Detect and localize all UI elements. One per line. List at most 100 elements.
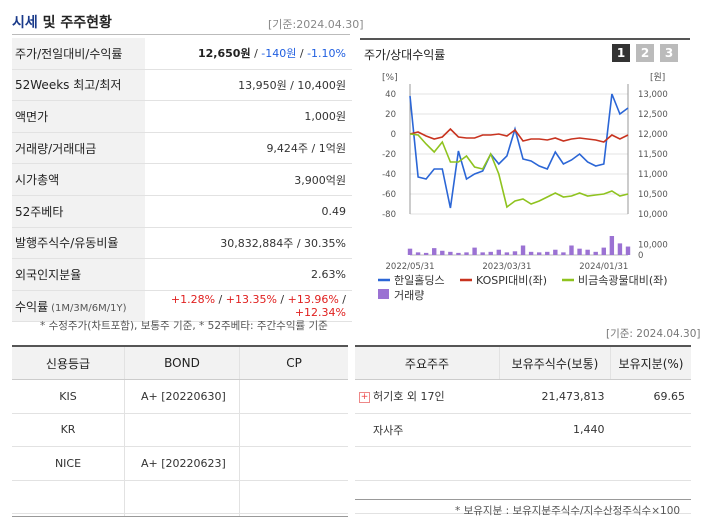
series-line-비금속광물대비(좌) <box>409 133 629 209</box>
header-bond: BOND <box>124 346 240 380</box>
price-value-part: -1.10% <box>307 47 346 61</box>
shareholder-shares: 21,473,813 <box>499 379 611 414</box>
volume-bar <box>585 249 590 255</box>
price-row-value: 13,950원 / 10,400원 <box>145 69 352 102</box>
left-tick-label: -20 <box>382 150 396 160</box>
legend-label: KOSPI대비(좌) <box>476 274 547 287</box>
chart-title: 주가/상대수익률 <box>364 48 446 62</box>
price-value-part: -140원 <box>261 47 297 61</box>
price-row-label: 수익률 (1M/3M/6M/1Y) <box>12 290 145 323</box>
price-row-value: 1,000원 <box>145 100 352 133</box>
rating-agency <box>12 480 125 514</box>
x-tick-label: 2022/05/31 <box>386 262 435 272</box>
header-shares: 보유주식수(보통) <box>499 346 611 380</box>
right-tick-label: 12,000 <box>638 130 668 140</box>
series-line-한일홀딩스 <box>409 93 629 209</box>
series-line-KOSPI대비(좌) <box>409 127 629 143</box>
cp-rating <box>239 446 348 481</box>
volume-bar <box>569 245 574 255</box>
price-row-label-text: 52Weeks 최고/최저 <box>15 78 122 93</box>
volume-bar <box>415 252 421 255</box>
price-row: 수익률 (1M/3M/6M/1Y) +1.28% / +13.35% / +13.9… <box>12 290 352 323</box>
volume-bar <box>464 252 469 255</box>
price-row: 외국인지분율 2.63% <box>12 258 352 291</box>
price-row-label-text: 수익률 <box>15 299 49 314</box>
shareholder-pct: 69.65 <box>610 379 691 414</box>
price-row-label-text: 발행주식수/유동비율 <box>15 236 119 251</box>
price-row: 거래량/거래대금 9,424주 / 1억원 <box>12 132 352 165</box>
shareholder-row: 자사주 1,440 <box>355 413 691 447</box>
shareholder-empty-row <box>355 446 691 481</box>
volume-bar <box>609 236 615 255</box>
volume-bar <box>407 248 413 255</box>
shareholder-pct <box>610 413 691 447</box>
price-row-label: 52주베타 <box>12 195 145 228</box>
chart-page-1-button[interactable]: 1 <box>612 44 630 62</box>
price-value-part: 3,900억원 <box>294 173 346 187</box>
x-tick-label: 2023/03/31 <box>482 262 531 272</box>
volume-bar <box>601 247 606 255</box>
price-row-value: 2.63% <box>145 258 352 291</box>
price-row-label-text: 거래량/거래대금 <box>15 141 97 156</box>
price-value-part: +13.96% <box>287 293 339 307</box>
volume-bar <box>625 246 631 255</box>
left-tick-label: -40 <box>382 170 396 180</box>
price-row: 발행주식수/유동비율 30,832,884주 / 30.35% <box>12 227 352 260</box>
expand-plus-icon[interactable]: + <box>359 391 370 403</box>
cp-rating <box>239 480 348 514</box>
volume-bar <box>488 251 493 255</box>
price-row-label: 거래량/거래대금 <box>12 132 145 165</box>
price-row-value: 30,832,884주 / 30.35% <box>145 227 352 260</box>
title-main: 시세 <box>12 15 38 31</box>
shareholder-note: * 보유지분 : 보유지분주식수/지수산정주식수×100 <box>455 505 681 517</box>
price-value-part: +13.35% <box>225 293 277 307</box>
price-row: 52Weeks 최고/최저 13,950원 / 10,400원 <box>12 69 352 102</box>
volume-bar <box>545 251 550 255</box>
price-row-label: 주가/전일대비/수익률 <box>12 38 145 70</box>
left-tick-label: 40 <box>385 90 396 100</box>
volume-bar <box>528 251 534 255</box>
price-value-part: +1.28% <box>170 293 216 307</box>
shareholder-name-cell: + 허기호 외 17인 <box>355 379 500 414</box>
rating-agency: KR <box>12 413 125 447</box>
rating-agency: KIS <box>12 379 125 414</box>
chart-panel: 주가/상대수익률 1 2 3 <box>360 38 690 310</box>
legend-label: 한일홀딩스 <box>394 273 445 287</box>
right-tick-label: 12,500 <box>638 110 668 120</box>
left-tick-label: 20 <box>385 110 396 120</box>
credit-rating-row: NICE A+ [20220623] <box>12 446 348 481</box>
volume-bar <box>512 251 518 255</box>
header-shareholder: 주요주주 <box>355 346 500 380</box>
price-value-part: 13,950원 / 10,400원 <box>238 78 346 92</box>
title-rest: 및 주주현황 <box>37 15 112 31</box>
shareholder-table-bottom-rule <box>355 499 691 500</box>
x-tick-label: 2024/01/31 <box>579 262 628 272</box>
major-shareholders-table: 주요주주 보유주식수(보통) 보유지분(%) + 허기호 외 17인 21,473,… <box>355 345 691 514</box>
price-row-label-text: 주가/전일대비/수익률 <box>15 46 123 61</box>
shareholder-name: 자사주 <box>373 423 404 437</box>
price-row: 주가/전일대비/수익률 12,650원 / -140원 / -1.10% <box>12 38 352 70</box>
volume-bar <box>617 243 623 255</box>
price-value-part: 12,650원 <box>198 47 251 61</box>
bond-rating: A+ [20220623] <box>124 446 240 481</box>
left-tick-label: 0 <box>391 130 396 140</box>
price-value-part: / <box>276 293 288 307</box>
chart-page-3-button[interactable]: 3 <box>660 44 678 62</box>
left-unit-label: [%] <box>382 73 398 83</box>
section-title: 시세 및 주주현황 <box>12 12 112 32</box>
chart-page-2-button[interactable]: 2 <box>636 44 654 62</box>
right-unit-label: [원] <box>650 72 665 83</box>
volume-bar <box>448 251 453 255</box>
right-tick-label: 13,000 <box>638 90 668 100</box>
volume-bar <box>423 252 429 255</box>
rating-agency: NICE <box>12 446 125 481</box>
header-pct: 보유지분(%) <box>610 346 691 380</box>
price-row-value: 0.49 <box>145 195 352 228</box>
volume-bar <box>456 252 461 255</box>
price-note: * 수정주가(차트포함), 보통주 기준, * 52주베타: 주간수익률 기준 <box>40 320 328 332</box>
credit-rating-table: 신용등급 BOND CP KIS A+ [20220630] KR NICE A+ [2… <box>12 345 348 517</box>
price-row-label: 액면가 <box>12 100 145 133</box>
bond-rating: A+ [20220630] <box>124 379 240 414</box>
price-row: 시가총액 3,900억원 <box>12 163 352 196</box>
header-cp: CP <box>239 346 348 380</box>
